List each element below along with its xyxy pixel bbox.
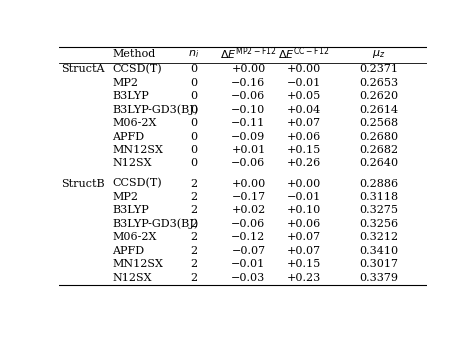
Text: −0.12: −0.12 xyxy=(231,233,265,243)
Text: 0.2680: 0.2680 xyxy=(359,131,399,142)
Text: +0.01: +0.01 xyxy=(231,145,265,155)
Text: MN12SX: MN12SX xyxy=(112,259,164,269)
Text: 2: 2 xyxy=(190,259,197,269)
Text: 2: 2 xyxy=(190,205,197,215)
Text: 0.3379: 0.3379 xyxy=(359,273,398,283)
Text: 2: 2 xyxy=(190,219,197,229)
Text: StructB: StructB xyxy=(61,178,105,189)
Text: 0.2886: 0.2886 xyxy=(359,178,399,189)
Text: $\Delta E^{\mathsf{MP2-F12}}$: $\Delta E^{\mathsf{MP2-F12}}$ xyxy=(220,45,277,62)
Text: 0: 0 xyxy=(190,145,197,155)
Text: +0.07: +0.07 xyxy=(286,118,320,128)
Text: +0.04: +0.04 xyxy=(286,105,321,115)
Text: 0.2568: 0.2568 xyxy=(359,118,399,128)
Text: M06-2X: M06-2X xyxy=(112,118,157,128)
Text: 0: 0 xyxy=(190,91,197,101)
Text: 0: 0 xyxy=(190,105,197,115)
Text: MN12SX: MN12SX xyxy=(112,145,164,155)
Text: +0.07: +0.07 xyxy=(286,233,320,243)
Text: 0.3017: 0.3017 xyxy=(359,259,398,269)
Text: N12SX: N12SX xyxy=(112,273,152,283)
Text: +0.23: +0.23 xyxy=(286,273,321,283)
Text: 2: 2 xyxy=(190,273,197,283)
Text: 0.2371: 0.2371 xyxy=(359,64,398,74)
Text: 0.3275: 0.3275 xyxy=(359,205,398,215)
Text: −0.06: −0.06 xyxy=(231,219,265,229)
Text: +0.10: +0.10 xyxy=(286,205,321,215)
Text: −0.06: −0.06 xyxy=(231,91,265,101)
Text: 0: 0 xyxy=(190,131,197,142)
Text: 2: 2 xyxy=(190,246,197,256)
Text: APFD: APFD xyxy=(112,246,145,256)
Text: 0.2620: 0.2620 xyxy=(359,91,399,101)
Text: +0.02: +0.02 xyxy=(231,205,265,215)
Text: 0.2614: 0.2614 xyxy=(359,105,399,115)
Text: CCSD(T): CCSD(T) xyxy=(112,178,162,189)
Text: +0.05: +0.05 xyxy=(286,91,321,101)
Text: 0.3212: 0.3212 xyxy=(359,233,399,243)
Text: +0.15: +0.15 xyxy=(286,145,321,155)
Text: 2: 2 xyxy=(190,233,197,243)
Text: 0: 0 xyxy=(190,118,197,128)
Text: +0.15: +0.15 xyxy=(286,259,321,269)
Text: −0.01: −0.01 xyxy=(286,78,321,87)
Text: −0.11: −0.11 xyxy=(231,118,265,128)
Text: M06-2X: M06-2X xyxy=(112,233,157,243)
Text: B3LYP: B3LYP xyxy=(112,205,149,215)
Text: 0.3118: 0.3118 xyxy=(359,192,399,202)
Text: +0.00: +0.00 xyxy=(286,64,321,74)
Text: −0.01: −0.01 xyxy=(231,259,265,269)
Text: +0.06: +0.06 xyxy=(286,131,321,142)
Text: B3LYP: B3LYP xyxy=(112,91,149,101)
Text: 0.3410: 0.3410 xyxy=(359,246,399,256)
Text: $\mu_z$: $\mu_z$ xyxy=(372,48,385,60)
Text: +0.00: +0.00 xyxy=(286,178,321,189)
Text: 2: 2 xyxy=(190,192,197,202)
Text: −0.07: −0.07 xyxy=(231,246,265,256)
Text: 0.2682: 0.2682 xyxy=(359,145,399,155)
Text: 0.2640: 0.2640 xyxy=(359,158,399,168)
Text: StructA: StructA xyxy=(61,64,105,74)
Text: −0.01: −0.01 xyxy=(286,192,321,202)
Text: APFD: APFD xyxy=(112,131,145,142)
Text: N12SX: N12SX xyxy=(112,158,152,168)
Text: +0.07: +0.07 xyxy=(286,246,320,256)
Text: MP2: MP2 xyxy=(112,78,138,87)
Text: +0.26: +0.26 xyxy=(286,158,321,168)
Text: 0: 0 xyxy=(190,64,197,74)
Text: 0: 0 xyxy=(190,78,197,87)
Text: 2: 2 xyxy=(190,178,197,189)
Text: $\Delta E^{\mathsf{CC-F12}}$: $\Delta E^{\mathsf{CC-F12}}$ xyxy=(278,45,329,62)
Text: CCSD(T): CCSD(T) xyxy=(112,64,162,74)
Text: −0.09: −0.09 xyxy=(231,131,265,142)
Text: +0.00: +0.00 xyxy=(231,64,265,74)
Text: B3LYP-GD3(BJ): B3LYP-GD3(BJ) xyxy=(112,104,199,115)
Text: MP2: MP2 xyxy=(112,192,138,202)
Text: 0.2653: 0.2653 xyxy=(359,78,399,87)
Text: −0.10: −0.10 xyxy=(231,105,265,115)
Text: −0.16: −0.16 xyxy=(231,78,265,87)
Text: 0.3256: 0.3256 xyxy=(359,219,399,229)
Text: $n_i$: $n_i$ xyxy=(188,48,199,60)
Text: B3LYP-GD3(BJ): B3LYP-GD3(BJ) xyxy=(112,218,199,229)
Text: Method: Method xyxy=(112,49,156,59)
Text: −0.03: −0.03 xyxy=(231,273,265,283)
Text: +0.00: +0.00 xyxy=(231,178,265,189)
Text: −0.06: −0.06 xyxy=(231,158,265,168)
Text: −0.17: −0.17 xyxy=(231,192,265,202)
Text: 0: 0 xyxy=(190,158,197,168)
Text: +0.06: +0.06 xyxy=(286,219,321,229)
